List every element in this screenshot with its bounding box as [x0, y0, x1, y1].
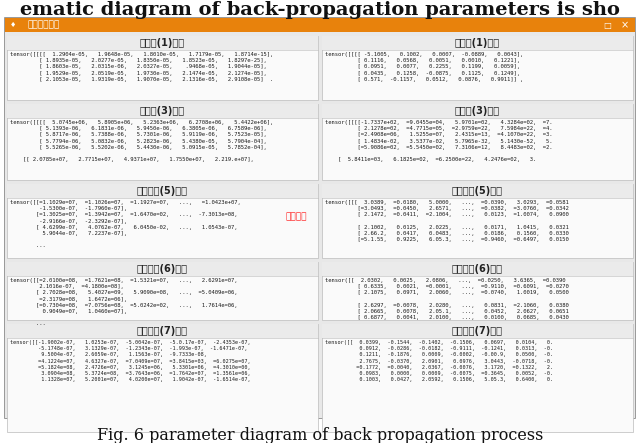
Bar	[322, 184, 633, 258]
Text: ×: ×	[621, 20, 629, 30]
Bar	[322, 324, 633, 338]
Bar	[322, 324, 633, 432]
Bar	[322, 104, 633, 180]
Bar	[7, 36, 318, 100]
Text: 全连接层(5)权値: 全连接层(5)权値	[452, 186, 503, 196]
Text: 全连接层(7)权値: 全连接层(7)权値	[452, 326, 503, 336]
Bar	[7, 184, 318, 198]
Text: 全连接层(6)权値: 全连接层(6)权値	[452, 264, 503, 274]
Text: 双击全称: 双击全称	[285, 213, 307, 222]
Text: tensor([[[[-1.7337e+02,  =9.0455e=04,   5.9701e=02,   4.3284e=02,  =7.
         : tensor([[[[-1.7337e+02, =9.0455e=04, 5.9…	[325, 120, 552, 162]
Bar	[7, 324, 318, 432]
Text: tensor([[  0.0399,  -0.1544,  -0.1402,  -0.1506,   0.0697,   0.0104,   0.
      : tensor([[ 0.0399, -0.1544, -0.1402, -0.1…	[325, 340, 553, 382]
Bar	[7, 262, 318, 276]
Text: 反向传递口径: 反向传递口径	[27, 20, 60, 30]
Bar	[5, 18, 635, 32]
Text: tensor([[=1.1029e=07,  =1.1026e=07,  =1.1927e=07,   ...,   =1.0423e+07,
        : tensor([[=1.1029e=07, =1.1026e=07, =1.19…	[10, 200, 241, 249]
Bar	[322, 36, 633, 100]
Bar	[322, 262, 633, 276]
Bar	[7, 104, 318, 180]
Text: 卷积层(1)梯度: 卷积层(1)梯度	[140, 38, 185, 48]
Bar	[322, 184, 633, 198]
Text: tensor([[=2.0100e=08,  =1.7621e=08,  =1.5321e=07,   ...,   2.6291e=07,
         : tensor([[=2.0100e=08, =1.7621e=08, =1.53…	[10, 278, 237, 326]
Text: tensor([[  2.0302,   0.0025,   2.0806,   ...,  =0.0250,   3.6365,  =0.0390
     : tensor([[ 2.0302, 0.0025, 2.0806, ..., =…	[325, 278, 569, 320]
Bar	[322, 36, 633, 50]
Bar	[5, 32, 635, 418]
Text: tensor([[[  3.0389,  =0.0180,   5.0000,   ...,  =0.0390,   3.0293,  =0.0581
    : tensor([[[ 3.0389, =0.0180, 5.0000, ...,…	[325, 200, 569, 242]
Text: tensor([[[[  1.2904e-05,   1.9648e-05,   1.8010e-05,   1.7179e-05,   1.8714e-15]: tensor([[[[ 1.2904e-05, 1.9648e-05, 1.80…	[10, 52, 273, 82]
Bar	[322, 104, 633, 118]
Text: 卷积层(1)权値: 卷积层(1)权値	[455, 38, 500, 48]
Text: tensor([[-1.9002e-07,   1.0253e-07,  -5.0042e-07,  -5.0.17e-07,  -2.4353e-07,
  : tensor([[-1.9002e-07, 1.0253e-07, -5.004…	[10, 340, 251, 382]
Text: 全连接层(7)梯度: 全连接层(7)梯度	[137, 326, 188, 336]
Bar	[7, 324, 318, 338]
Text: 全连接层(5)梯度: 全连接层(5)梯度	[137, 186, 188, 196]
Bar	[7, 184, 318, 258]
Bar	[7, 104, 318, 118]
Text: ♦: ♦	[10, 22, 16, 28]
Text: 卷积层(3)权値: 卷积层(3)权値	[455, 106, 500, 116]
Bar	[7, 36, 318, 50]
Bar	[322, 262, 633, 320]
Text: 全连接层(6)梯度: 全连接层(6)梯度	[137, 264, 188, 274]
Text: 卷积层(3)梯度: 卷积层(3)梯度	[140, 106, 185, 116]
Bar	[7, 262, 318, 320]
Text: tensor([[[[ -5.1005,   0.1002,   0.0007,  -0.0889,   0.0043],
          [ 0.1116: tensor([[[[ -5.1005, 0.1002, 0.0007, -0.…	[325, 52, 524, 82]
Text: Fig. 6 parameter diagram of back propagation process: Fig. 6 parameter diagram of back propaga…	[97, 427, 543, 443]
Text: □: □	[603, 20, 611, 30]
Text: tensor([[[[  5.0745e+06,   5.8905e+06,   5.2363e+06,   6.2708e+06,   5.4422e+06]: tensor([[[[ 5.0745e+06, 5.8905e+06, 5.23…	[10, 120, 273, 162]
Text: ematic diagram of back-propagation parameters is sho: ematic diagram of back-propagation param…	[20, 1, 620, 19]
